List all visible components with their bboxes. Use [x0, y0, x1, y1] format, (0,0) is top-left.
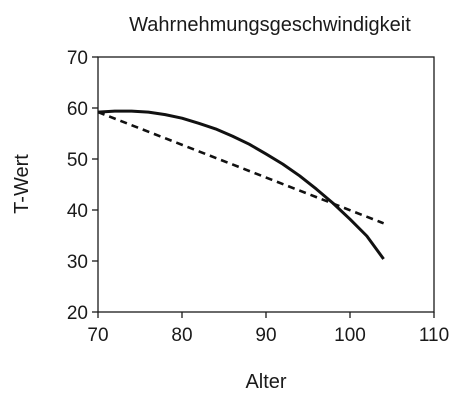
- y-axis: 20 30 40 50 60 70: [67, 48, 98, 324]
- y-axis-label: T-Wert: [11, 154, 33, 214]
- y-tick-label: 20: [67, 303, 88, 324]
- solid-curve-line: [97, 109, 385, 260]
- y-tick-label: 40: [67, 201, 88, 222]
- x-axis: 70 80 90 100 110: [87, 312, 449, 346]
- dashed-trend-line: [97, 110, 385, 225]
- x-tick-label: 100: [334, 325, 366, 346]
- x-tick-label: 90: [255, 325, 276, 346]
- x-axis-label: Alter: [245, 371, 286, 393]
- y-tick-label: 50: [67, 150, 88, 171]
- x-tick-label: 110: [419, 325, 449, 346]
- x-tick-label: 70: [87, 325, 108, 346]
- x-tick-label: 80: [171, 325, 192, 346]
- y-tick-label: 60: [67, 99, 88, 120]
- y-tick-label: 30: [67, 252, 88, 273]
- series-layer: [97, 109, 385, 260]
- y-tick-label: 70: [67, 48, 88, 69]
- plot-area: [97, 56, 435, 313]
- chart-title: Wahrnehmungsgeschwindigkeit: [129, 14, 411, 36]
